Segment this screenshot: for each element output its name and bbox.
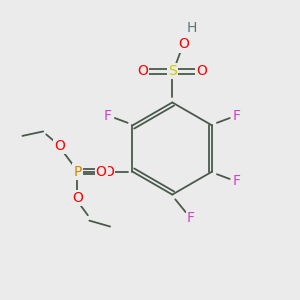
Text: O: O	[72, 191, 83, 205]
Text: S: S	[168, 64, 177, 78]
Text: O: O	[137, 64, 148, 78]
Text: O: O	[96, 164, 106, 178]
Text: F: F	[233, 174, 241, 188]
Text: P: P	[73, 164, 82, 178]
Text: O: O	[103, 164, 114, 178]
Text: O: O	[179, 38, 190, 52]
Text: O: O	[54, 139, 65, 153]
Text: F: F	[104, 109, 112, 123]
Text: O: O	[196, 64, 208, 78]
Text: F: F	[233, 109, 241, 123]
Text: F: F	[187, 211, 195, 225]
Text: H: H	[186, 21, 197, 35]
